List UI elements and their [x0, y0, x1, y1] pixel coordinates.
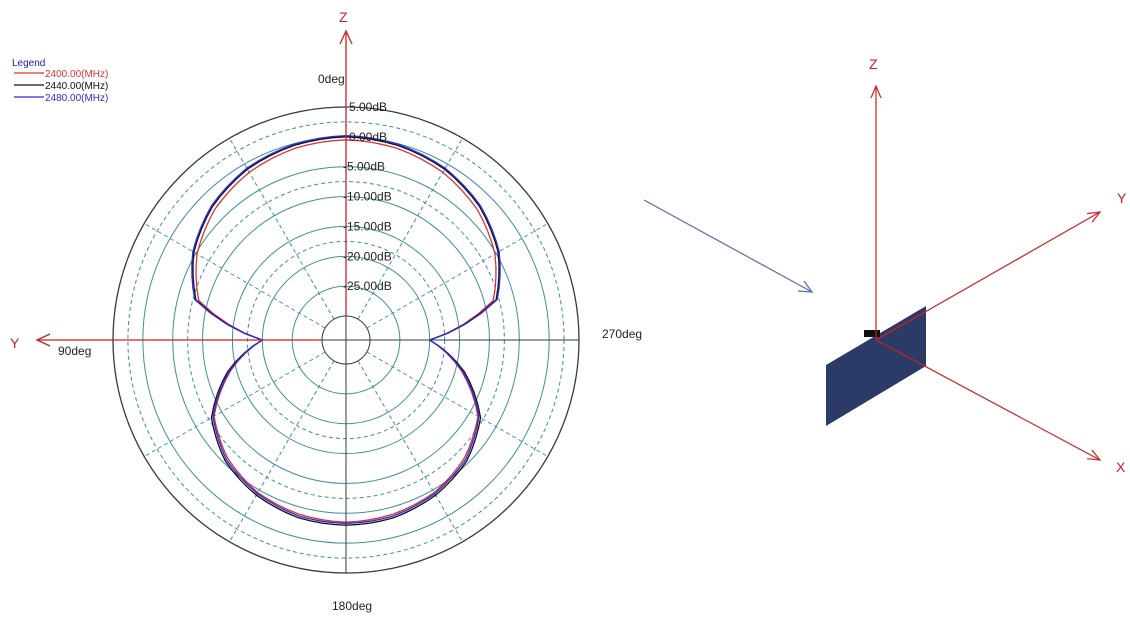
polar-y-arrowhead — [35, 333, 51, 347]
ring-label: -15.00dB — [343, 219, 392, 233]
angle-label-right: 270deg — [602, 327, 642, 341]
angle-label-left: 90deg — [58, 344, 91, 358]
legend: Legend 2400.00(MHz)2440.00(MHz)2480.00(M… — [12, 58, 108, 104]
axis3d-y-label: Y — [1117, 190, 1127, 206]
axis3d-z-arrowhead — [870, 84, 882, 99]
antenna-feed-block — [864, 330, 880, 337]
grid-spoke — [229, 360, 335, 543]
grid-spoke — [229, 137, 335, 320]
grid-spoke — [357, 360, 463, 543]
axes-3d — [870, 84, 1102, 461]
ring-labels: 5.00dB 0.00dB -5.00dB -10.00dB -15.00dB -20.0… — [343, 100, 392, 293]
polar-chart: 5.00dB 0.00dB -5.00dB -10.00dB -15.00dB -20.0… — [10, 9, 642, 613]
axis3d-x-line — [875, 339, 1101, 461]
connector-arrow — [643, 199, 814, 293]
polar-axis-y-label: Y — [10, 335, 20, 351]
ring-label: 0.00dB — [349, 130, 387, 144]
grid-spoke — [143, 223, 326, 329]
angle-label-top: 0deg — [318, 72, 345, 86]
grid-spoke — [143, 351, 326, 457]
polar-axes — [35, 29, 579, 573]
legend-title: Legend — [12, 58, 45, 69]
legend-entry-label: 2400.00(MHz) — [45, 69, 108, 80]
axis3d-z-label: Z — [869, 56, 878, 72]
ring-label: 5.00dB — [349, 100, 387, 114]
axis3d-y-arrowhead — [1087, 211, 1102, 223]
angle-label-bottom: 180deg — [332, 599, 372, 613]
antenna-board — [826, 306, 926, 426]
ring-label: -5.00dB — [343, 160, 385, 174]
polar-z-arrowhead — [339, 29, 353, 45]
polar-axis-z-label: Z — [339, 9, 348, 25]
axis3d-x-label: X — [1116, 459, 1126, 475]
ring-label: -10.00dB — [343, 190, 392, 204]
axis3d-x-arrowhead — [1087, 449, 1102, 461]
legend-entries: 2400.00(MHz)2440.00(MHz)2480.00(MHz) — [14, 69, 108, 104]
ring-label: -20.00dB — [343, 249, 392, 263]
ring-label: -25.00dB — [343, 279, 392, 293]
grid-spoke — [366, 351, 549, 457]
legend-entry-label: 2440.00(MHz) — [45, 81, 108, 92]
axis3d-y-line — [875, 211, 1101, 341]
grid-spoke — [366, 223, 549, 329]
orientation-3d-view: Z Y X — [826, 56, 1127, 475]
legend-entry-label: 2480.00(MHz) — [45, 93, 108, 104]
